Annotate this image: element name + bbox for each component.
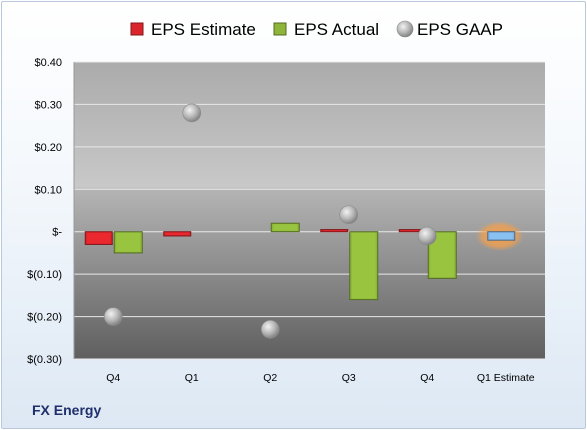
gaap-point [182,103,202,123]
y-tick-label: $0.30 [34,99,62,111]
estimate-bar-highlight [165,232,189,235]
estimate-bar-highlight [87,232,111,244]
gaap-point [103,307,123,326]
y-tick-label: $0.40 [34,57,62,69]
actual-bar-highlight [351,232,376,299]
y-tick-label: $(0.10) [27,269,62,281]
legend-marker-actual [273,22,287,36]
legend-label: EPS Estimate [151,20,256,39]
estimate-bar-highlight [489,232,513,240]
legend-label: EPS Actual [294,20,379,39]
x-tick-label: Q1 [185,372,199,384]
x-tick-label: Q4 [106,372,120,384]
y-tick-label: $- [52,227,62,239]
legend-label: EPS GAAP [417,20,503,39]
legend-marker-estimate [130,22,144,36]
plot-area [74,62,545,359]
y-tick-label: $(0.30) [27,354,62,366]
x-tick-label: Q4 [420,372,434,384]
x-tick-label: Q3 [342,372,356,384]
legend-marker-gaap [396,20,414,38]
gaap-point [339,205,359,225]
actual-bar-highlight [273,224,298,231]
x-tick-label: Q2 [263,372,277,384]
x-tick-label: Q1 Estimate [477,372,535,384]
gaap-point [417,226,437,246]
estimate-bar-highlight [322,230,346,232]
brand-label: FX Energy [32,402,102,418]
actual-bar-highlight [116,232,141,252]
y-tick-label: $0.20 [34,142,62,154]
y-tick-label: $0.10 [34,184,62,196]
estimate-bar-highlight [401,230,425,232]
y-tick-label: $(0.20) [27,312,62,324]
gaap-point [260,319,280,339]
